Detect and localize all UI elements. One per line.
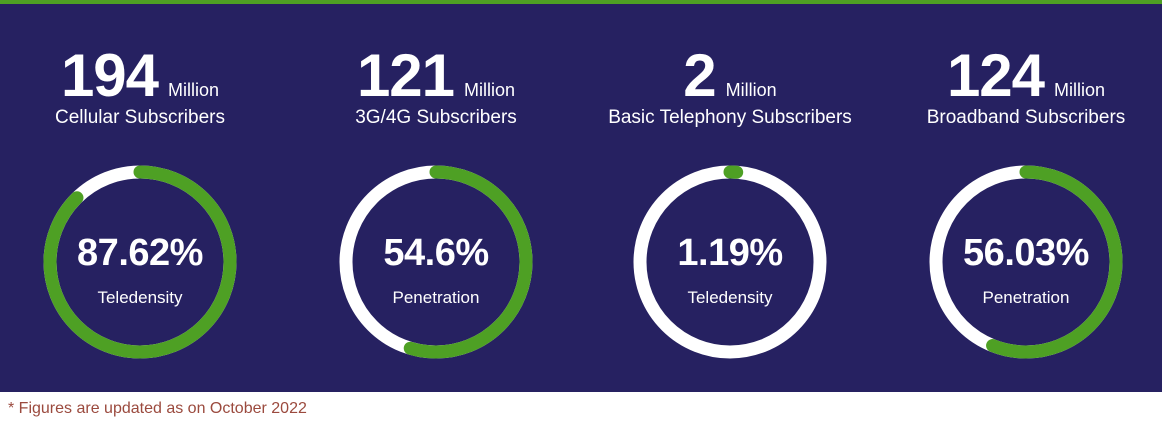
- stat-headline: 194 Million: [0, 44, 280, 108]
- gauge-label: Penetration: [982, 288, 1070, 307]
- gauge-progress-arc: [633, 165, 827, 359]
- top-accent-bar: [0, 0, 1162, 4]
- stat-subtitle: Cellular Subscribers: [54, 107, 225, 128]
- gauge-ring: [339, 165, 533, 359]
- stat-unit: Million: [464, 80, 516, 100]
- gauge-ring: [43, 165, 237, 359]
- stat-headline: 2 Million: [590, 44, 870, 108]
- gauge-broadband: 56.03% Penetration: [926, 162, 1126, 362]
- gauge-value: 54.6%: [383, 232, 489, 274]
- footnote: * Figures are updated as on October 2022: [8, 400, 307, 417]
- stat-headline: 121 Million: [296, 44, 576, 108]
- gauge-cellular: 87.62% Teledensity: [40, 162, 240, 362]
- gauge-value: 87.62%: [77, 232, 203, 274]
- stat-number: 194: [60, 42, 159, 109]
- gauge-label: Teledensity: [97, 288, 183, 307]
- stat-subtitle: Broadband Subscribers: [926, 107, 1126, 128]
- stat-number: 2: [683, 42, 716, 109]
- stat-subtitle: 3G/4G Subscribers: [355, 107, 517, 128]
- stat-unit: Million: [1054, 80, 1106, 100]
- gauge-basic-telephony: 1.19% Teledensity: [630, 162, 830, 362]
- stat-unit: Million: [725, 80, 777, 100]
- stats-panel: 194 Million Cellular Subscribers 87.62% …: [0, 4, 1162, 392]
- gauge-progress-arc: [43, 165, 237, 359]
- gauge-3g4g: 54.6% Penetration: [336, 162, 536, 362]
- gauge-value: 1.19%: [677, 232, 783, 274]
- stat-number: 121: [356, 42, 455, 109]
- gauge-ring: [929, 165, 1123, 359]
- stat-number: 124: [946, 42, 1045, 109]
- gauge-label: Teledensity: [687, 288, 773, 307]
- stat-unit: Million: [168, 80, 220, 100]
- gauge-progress-arc: [339, 165, 533, 359]
- gauge-progress-arc: [929, 165, 1123, 359]
- gauge-ring: [633, 165, 827, 359]
- stat-subtitle: Basic Telephony Subscribers: [608, 107, 852, 128]
- gauge-value: 56.03%: [963, 232, 1089, 274]
- stat-headline: 124 Million: [886, 44, 1162, 108]
- gauge-label: Penetration: [392, 288, 480, 307]
